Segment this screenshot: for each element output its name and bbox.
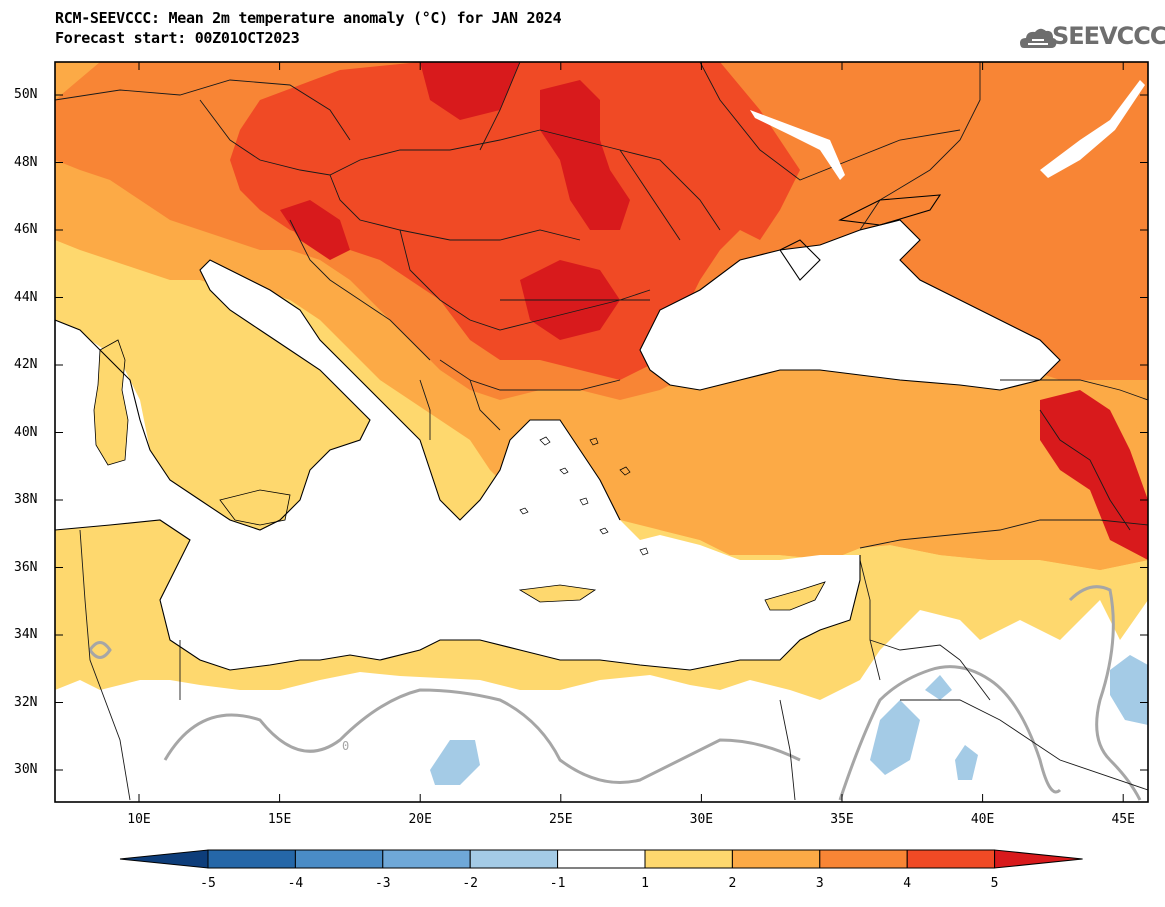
colorbar-segment bbox=[207, 849, 296, 869]
colorbar-label: -5 bbox=[200, 876, 216, 891]
lat-label: 44N bbox=[14, 289, 38, 305]
colorbar-segment bbox=[994, 849, 1083, 869]
lon-label: 40E bbox=[970, 812, 995, 827]
don-white bbox=[1040, 80, 1145, 178]
colorbar-segment bbox=[469, 849, 559, 869]
colorbar-segment bbox=[906, 849, 996, 869]
shade-neg-1-2-jordan bbox=[925, 675, 952, 700]
mediterranean-sea bbox=[55, 260, 860, 670]
colorbar-segment bbox=[819, 849, 908, 869]
lat-label: 50N bbox=[14, 87, 38, 102]
aegean-islands bbox=[519, 436, 649, 556]
shade-5-plus-slovenia bbox=[280, 200, 350, 260]
shade-5-plus-caucasus bbox=[1040, 390, 1148, 560]
lon-label: 25E bbox=[549, 812, 573, 827]
lat-label: 34N bbox=[14, 627, 38, 642]
shade-2-3-anatolia bbox=[620, 390, 1148, 570]
colorbar-label: 2 bbox=[728, 876, 737, 891]
dnieper-white bbox=[750, 110, 845, 180]
lat-label: 46N bbox=[14, 222, 38, 237]
black-sea bbox=[640, 220, 1060, 390]
lat-label: 36N bbox=[14, 559, 38, 575]
colorbar-segment bbox=[119, 849, 209, 869]
shade-4-5 bbox=[230, 62, 800, 380]
lat-label: 38N bbox=[14, 492, 38, 507]
colorbar bbox=[119, 849, 1083, 869]
axis-ticks bbox=[55, 62, 1148, 802]
zero-contours bbox=[88, 585, 1142, 801]
cyprus bbox=[764, 581, 826, 611]
colorbar-label: -1 bbox=[549, 876, 566, 891]
lon-label: 35E bbox=[830, 812, 854, 827]
colorbar-label: 5 bbox=[990, 876, 999, 891]
lat-label: 40N bbox=[14, 424, 38, 440]
title-line-2: Forecast start: 00Z01OCT2023 bbox=[55, 29, 300, 47]
colorbar-label: -4 bbox=[287, 876, 304, 891]
shade-neg-1-2-arabia bbox=[955, 745, 978, 780]
title-line-1: RCM-SEEVCCC: Mean 2m temperature anomaly… bbox=[55, 9, 562, 27]
colorbar-label: 3 bbox=[815, 876, 824, 891]
contour-label: 0 bbox=[342, 739, 349, 753]
sicily bbox=[219, 489, 291, 526]
country-borders bbox=[55, 62, 1148, 801]
shade-neg-1-2-iraq bbox=[1110, 655, 1148, 725]
coastlines bbox=[55, 194, 1061, 671]
shade-neg-1-2-sinai bbox=[870, 700, 920, 775]
lon-label: 15E bbox=[267, 812, 292, 827]
colorbar-label: -3 bbox=[374, 876, 391, 891]
lon-label: 45E bbox=[1111, 812, 1135, 827]
logo-text: SEEVCCC bbox=[1052, 22, 1165, 50]
lon-label: 30E bbox=[689, 812, 714, 827]
colorbar-label: 1 bbox=[641, 876, 649, 891]
lon-label: 10E bbox=[127, 812, 151, 827]
colorbar-segment bbox=[557, 849, 646, 869]
lat-label: 42N bbox=[14, 357, 38, 372]
shade-5-plus-carpathian bbox=[540, 80, 630, 230]
colorbar-segment bbox=[382, 849, 471, 869]
chart-title: RCM-SEEVCCC: Mean 2m temperature anomaly… bbox=[55, 8, 562, 48]
colorbar-label: 4 bbox=[903, 876, 912, 891]
shade-5-plus-north bbox=[420, 62, 520, 120]
lat-label: 48N bbox=[14, 154, 38, 170]
lat-label: 30N bbox=[14, 762, 38, 777]
corsica-sardinia bbox=[93, 339, 129, 466]
shade-neg-1-2-libya bbox=[430, 740, 480, 785]
lat-label: 32N bbox=[14, 694, 38, 710]
colorbar-segment bbox=[644, 849, 733, 869]
crete bbox=[518, 584, 597, 603]
colorbar-segment bbox=[294, 849, 384, 869]
colorbar-label: -2 bbox=[462, 876, 479, 891]
cloud-icon bbox=[1020, 28, 1057, 48]
colorbar-segment bbox=[731, 849, 821, 869]
lon-label: 20E bbox=[408, 812, 432, 827]
